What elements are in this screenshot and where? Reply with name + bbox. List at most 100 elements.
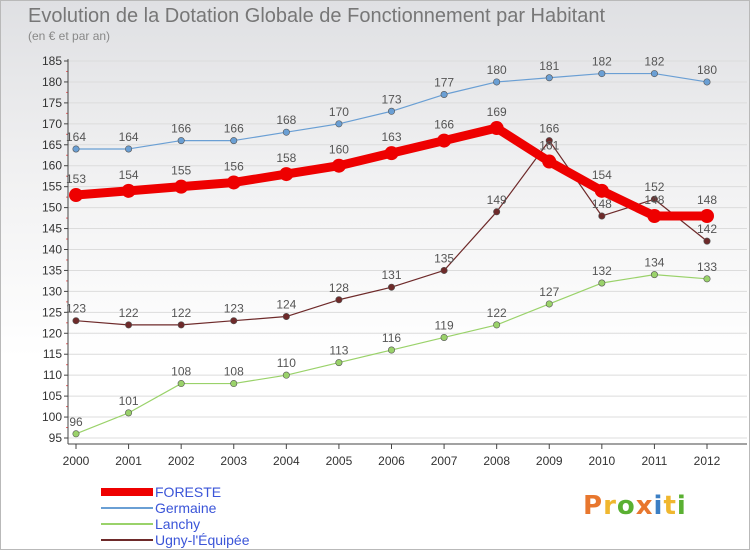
data-point	[440, 266, 448, 274]
data-label: 122	[119, 306, 139, 320]
data-label: 113	[329, 344, 348, 358]
data-point	[437, 133, 452, 148]
y-tick-label: 120	[42, 326, 62, 340]
y-tick-label: 130	[42, 284, 62, 298]
data-label: 164	[66, 130, 86, 144]
y-tick-label: 160	[42, 159, 62, 173]
data-point	[226, 175, 241, 190]
data-label: 116	[382, 331, 401, 345]
data-label: 166	[539, 122, 559, 136]
y-tick-label: 180	[42, 75, 62, 89]
data-label: 127	[539, 285, 559, 299]
data-point	[493, 321, 501, 329]
data-label: 160	[329, 143, 349, 157]
data-point	[279, 167, 294, 182]
data-point	[387, 346, 395, 354]
y-tick-label: 95	[49, 431, 63, 445]
x-tick-label: 2000	[63, 454, 90, 468]
data-point	[230, 137, 238, 145]
data-point	[703, 275, 711, 283]
y-tick-label: 185	[42, 54, 62, 68]
data-point	[282, 128, 290, 136]
data-label: 153	[66, 172, 86, 186]
data-label: 180	[697, 63, 717, 77]
data-label: 135	[434, 251, 454, 265]
data-label: 154	[592, 168, 612, 182]
y-tick-label: 140	[42, 243, 62, 257]
x-tick-label: 2002	[168, 454, 195, 468]
x-tick-label: 2005	[326, 454, 353, 468]
data-point	[545, 300, 553, 308]
data-point	[493, 78, 501, 86]
data-label: 168	[276, 113, 296, 127]
data-label: 156	[224, 159, 244, 173]
data-label: 132	[592, 264, 612, 278]
y-tick-label: 170	[42, 117, 62, 131]
data-point	[335, 296, 343, 304]
data-point	[700, 208, 714, 223]
data-label: 155	[171, 164, 191, 178]
y-tick-label: 100	[42, 410, 62, 424]
data-point	[598, 70, 606, 78]
x-tick-label: 2001	[115, 454, 142, 468]
data-label: 152	[644, 180, 664, 194]
legend-label: Ugny-l'Équipée	[155, 532, 250, 548]
y-tick-label: 150	[42, 201, 62, 215]
y-tick-label: 175	[42, 96, 62, 110]
chart-title: Evolution de la Dotation Globale de Fonc…	[28, 5, 606, 27]
x-tick-label: 2007	[431, 454, 458, 468]
data-label: 148	[697, 193, 717, 207]
data-label: 149	[487, 193, 507, 207]
data-point	[230, 317, 238, 325]
data-label: 170	[329, 105, 349, 119]
y-tick-label: 165	[42, 138, 62, 152]
x-tick-label: 2009	[536, 454, 563, 468]
data-label: 173	[381, 92, 401, 106]
data-point	[650, 70, 658, 78]
data-point	[335, 120, 343, 128]
y-tick-label: 135	[42, 263, 62, 277]
x-tick-label: 2010	[588, 454, 615, 468]
data-label: 122	[171, 306, 191, 320]
legend-label: FORESTE	[155, 484, 222, 500]
data-point	[177, 380, 185, 388]
data-point	[545, 137, 553, 145]
data-point	[703, 78, 711, 86]
data-label: 123	[224, 302, 244, 316]
data-point	[177, 137, 185, 145]
logo-letter: P	[583, 491, 604, 521]
x-tick-label: 2011	[642, 454, 668, 468]
data-point	[493, 208, 501, 216]
y-tick-label: 125	[42, 305, 62, 319]
data-label: 181	[539, 59, 559, 73]
data-label: 124	[276, 298, 296, 312]
chart-subtitle: (en € et par an)	[28, 29, 111, 43]
data-point	[387, 107, 395, 115]
x-tick-label: 2012	[694, 454, 721, 468]
data-label: 169	[487, 105, 507, 119]
logo-letter: i	[676, 491, 687, 521]
legend-swatch	[101, 539, 153, 541]
data-point	[594, 183, 609, 198]
data-point	[598, 279, 606, 287]
legend-swatch	[101, 523, 153, 525]
data-point	[72, 145, 80, 153]
data-point	[440, 91, 448, 99]
data-point	[125, 409, 133, 417]
data-label: 131	[381, 268, 401, 282]
data-point	[335, 359, 343, 367]
data-point	[177, 321, 185, 329]
data-point	[282, 313, 290, 321]
data-label: 163	[381, 130, 401, 144]
data-label: 108	[224, 365, 244, 379]
y-tick-label: 115	[43, 347, 62, 361]
legend-swatch	[101, 507, 153, 509]
data-point	[230, 380, 238, 388]
legend-label: Lanchy	[155, 516, 201, 532]
data-point	[121, 183, 136, 198]
y-tick-label: 145	[42, 222, 62, 236]
data-point	[545, 74, 553, 82]
data-label: 119	[435, 318, 454, 332]
logo-letter: o	[616, 491, 636, 521]
